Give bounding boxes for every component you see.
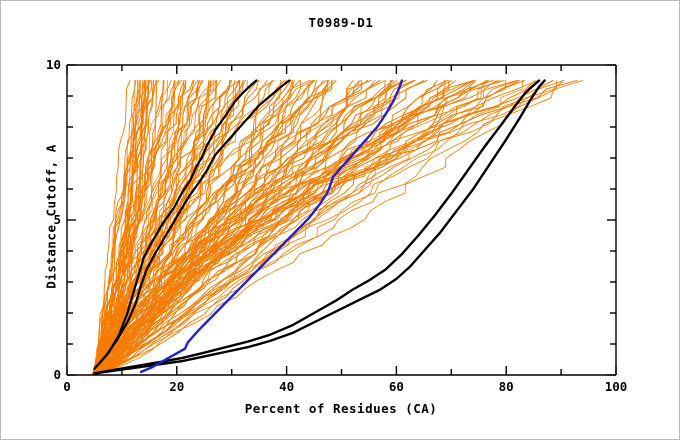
ensemble-curve [91,80,310,376]
ensemble-curve [91,80,475,376]
x-tick-label: 80 [498,379,514,394]
series-black-left-1 [93,79,291,370]
x-tick-label: 60 [388,379,404,394]
plot-frame [66,64,617,376]
ensemble-curve [92,80,565,376]
ensemble-curve [95,79,554,376]
ensemble-curve [91,80,328,376]
ensemble-curve [95,80,147,376]
ensemble-curve [94,80,214,376]
ensemble-curve [95,80,398,376]
y-tick-label: 5 [53,212,61,227]
series-black-right-1 [93,79,546,375]
x-tick-label: 0 [63,379,71,394]
ensemble-curve [95,80,519,376]
ensemble-curve [94,80,386,376]
ensemble-curve [91,80,204,376]
ensemble-curve [91,79,448,376]
ensemble-curve [94,80,558,376]
ensemble-curves [91,79,584,376]
ensemble-curve [92,79,578,376]
ensemble-curve [91,80,523,376]
ensemble-curve [91,80,315,376]
ensemble-curve [92,80,536,376]
ensemble-curve [95,80,584,376]
ensemble-curve [94,79,489,376]
series-black-right-2 [93,79,541,375]
ensemble-curve [92,80,203,376]
ensemble-curve [93,80,275,376]
ensemble-curve [93,80,209,376]
series-blue-highlight [139,79,404,374]
highlight-curves [93,79,546,375]
y-tick-label: 10 [45,57,61,72]
ensemble-curve [94,80,244,376]
page-title: T0989-D1 [308,15,374,30]
ensemble-curve [91,79,233,376]
ensemble-curve [95,80,425,376]
ensemble-curve [94,79,539,376]
ensemble-curve [94,80,521,376]
y-tick-label: 0 [53,367,61,382]
x-axis-label: Percent of Residues (CA) [244,401,438,416]
x-tick-label: 20 [169,379,185,394]
ensemble-curve [92,80,376,376]
ensemble-curve [95,80,564,376]
ensemble-curve [93,80,187,376]
series-black-left-2 [93,79,258,370]
x-tick-label: 40 [279,379,295,394]
x-tick-label: 100 [604,379,628,394]
